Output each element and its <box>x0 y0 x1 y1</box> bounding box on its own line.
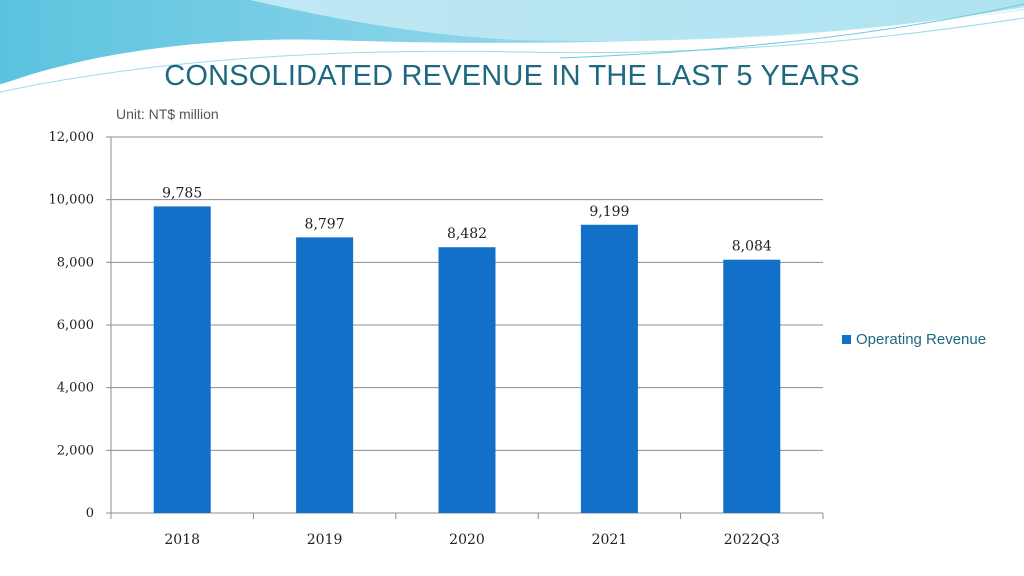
slide-title: CONSOLIDATED REVENUE IN THE LAST 5 YEARS <box>164 60 860 92</box>
data-label: 8,482 <box>447 226 487 242</box>
data-label: 8,797 <box>305 216 345 232</box>
x-tick-label: 2022Q3 <box>724 532 780 548</box>
y-tick-label: 0 <box>86 506 94 521</box>
bar <box>296 237 354 514</box>
y-tick-label: 8,000 <box>57 255 94 270</box>
bar <box>153 206 211 514</box>
x-tick-labels: 2018 2019 2020 2021 2022Q3 <box>164 532 779 548</box>
data-label: 8,084 <box>732 239 772 255</box>
bar <box>438 247 496 514</box>
y-tick-label: 12,000 <box>49 130 95 145</box>
legend: Operating Revenue <box>842 331 986 348</box>
bar <box>723 259 781 513</box>
legend-label: Operating Revenue <box>856 331 987 348</box>
x-tick-label: 2019 <box>307 532 343 548</box>
x-tick-label: 2021 <box>592 532 628 548</box>
y-tick-label: 4,000 <box>57 381 94 396</box>
y-tick-label: 2,000 <box>57 443 94 458</box>
x-tick-label: 2018 <box>164 532 200 548</box>
x-tick-label: 2020 <box>449 532 485 548</box>
y-tick-label: 6,000 <box>57 318 94 333</box>
data-label: 9,199 <box>589 204 629 220</box>
bar <box>580 224 638 514</box>
legend-swatch <box>842 335 851 344</box>
y-tick-labels: 0 2,000 4,000 6,000 8,000 10,000 12,000 <box>49 130 95 521</box>
bars <box>153 206 781 514</box>
unit-note: Unit: NT$ million <box>116 106 219 122</box>
decorative-banner <box>0 0 1024 93</box>
y-tick-label: 10,000 <box>49 193 95 208</box>
data-label: 9,785 <box>162 185 202 201</box>
data-labels: 9,785 8,797 8,482 9,199 8,084 <box>162 185 772 254</box>
